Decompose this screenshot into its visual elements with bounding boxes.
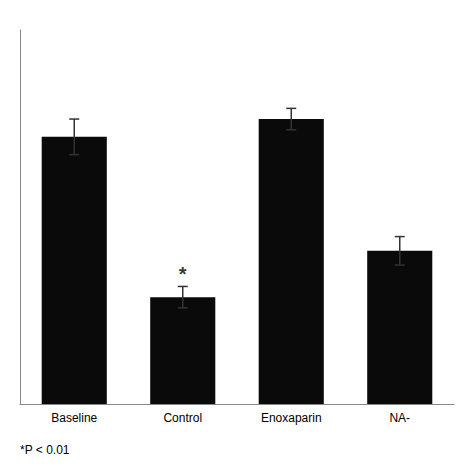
svg-text:Baseline: Baseline: [51, 411, 97, 425]
svg-text:*: *: [179, 263, 187, 285]
svg-text:Control: Control: [163, 411, 202, 425]
svg-text:*P < 0.01: *P < 0.01: [20, 443, 70, 457]
svg-text:NA-: NA-: [389, 411, 410, 425]
svg-text:Enoxaparin: Enoxaparin: [261, 411, 322, 425]
